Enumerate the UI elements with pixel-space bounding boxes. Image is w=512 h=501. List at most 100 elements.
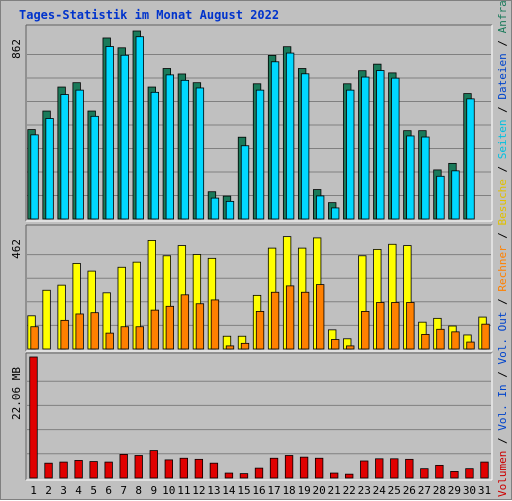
- x-tick-label: 28: [433, 484, 446, 497]
- bar-besuche-26: [406, 302, 415, 350]
- bar-besuche-31: [481, 323, 490, 350]
- bar-dateien-12: [195, 87, 205, 220]
- x-tick-label: 3: [60, 484, 67, 497]
- x-tick-label: 14: [222, 484, 236, 497]
- bar-volumen-22: [345, 473, 354, 479]
- bar-volumen-27: [420, 468, 429, 479]
- bar-volumen-1: [29, 356, 38, 479]
- legend-seiten: Seiten: [496, 119, 509, 159]
- bars: [27, 30, 490, 479]
- x-tick-label: 25: [388, 484, 401, 497]
- bar-dateien-23: [361, 76, 370, 220]
- legend-vol-out: Vol. Out: [496, 312, 509, 365]
- bar-dateien-24: [376, 70, 385, 220]
- x-tick-label: 20: [313, 484, 326, 497]
- bar-dateien-29: [451, 170, 460, 220]
- bar-volumen-9: [149, 450, 158, 479]
- bar-volumen-4: [74, 460, 83, 479]
- x-tick-label: 29: [448, 484, 461, 497]
- chart-title: Tages-Statistik im Monat August 2022: [19, 8, 280, 22]
- bar-dateien-6: [105, 46, 114, 220]
- bar-besuche-5: [90, 312, 99, 350]
- bar-dateien-30: [466, 98, 475, 220]
- bar-dateien-7: [120, 54, 129, 220]
- bar-dateien-11: [180, 79, 190, 220]
- bar-dateien-1: [30, 134, 39, 220]
- bar-dateien-25: [391, 77, 400, 220]
- bar-dateien-18: [285, 52, 295, 220]
- bar-besuche-12: [195, 303, 205, 350]
- bar-volumen-20: [314, 457, 324, 479]
- x-tick-label: 6: [105, 484, 112, 497]
- bar-dateien-20: [316, 195, 325, 220]
- bar-besuche-1: [30, 326, 39, 350]
- x-tick-label: 4: [75, 484, 82, 497]
- bar-besuche-22: [346, 345, 355, 350]
- bar-dateien-28: [436, 175, 445, 220]
- x-tick-label: 11: [177, 484, 190, 497]
- bar-dateien-2: [45, 118, 54, 220]
- bar-dateien-27: [421, 136, 430, 220]
- bar-volumen-21: [330, 472, 339, 479]
- bar-dateien-3: [60, 94, 69, 220]
- bar-volumen-24: [375, 458, 384, 479]
- bar-volumen-17: [269, 457, 279, 479]
- bar-besuche-20: [316, 284, 325, 350]
- bar-besuche-7: [120, 326, 129, 350]
- bar-volumen-3: [59, 461, 68, 479]
- x-tick-label: 1: [30, 484, 37, 497]
- bar-besuche-16: [255, 311, 265, 350]
- bar-dateien-5: [90, 115, 99, 220]
- bar-dateien-21: [331, 207, 340, 220]
- bar-volumen-11: [179, 457, 188, 479]
- bar-besuche-9: [150, 309, 159, 350]
- bar-volumen-18: [284, 455, 294, 479]
- bar-besuche-13: [210, 299, 220, 350]
- bar-volumen-13: [209, 462, 219, 479]
- x-tick-label: 26: [403, 484, 416, 497]
- x-tick-label: 27: [418, 484, 431, 497]
- bar-volumen-16: [254, 467, 264, 479]
- bar-besuche-17: [270, 291, 280, 350]
- x-tick-label: 19: [297, 484, 310, 497]
- legend-separator: /: [496, 100, 509, 120]
- legend-dateien: Dateien: [496, 53, 509, 99]
- x-tick-label: 16: [252, 484, 265, 497]
- bar-besuche-8: [135, 326, 144, 350]
- x-tick-label: 30: [463, 484, 476, 497]
- x-tick-label: 13: [207, 484, 220, 497]
- bar-volumen-23: [360, 460, 369, 479]
- x-tick-label: 8: [135, 484, 142, 497]
- legend-rechner: Rechner: [496, 245, 509, 292]
- bar-volumen-25: [390, 458, 399, 479]
- bar-besuche-15: [240, 342, 250, 350]
- bar-volumen-26: [405, 458, 414, 479]
- bar-besuche-30: [466, 341, 475, 350]
- x-tick-label: 7: [120, 484, 127, 497]
- bar-besuche-14: [225, 345, 235, 350]
- y-axis: 862 462 22.06 MB: [10, 39, 23, 420]
- x-axis: 1 2 3 4 5 6 7 8 9 10 11 12 13 14 15 16 17 18 19 20 21 22 23 24 2…: [30, 484, 491, 497]
- bar-volumen-12: [194, 458, 204, 479]
- bar-volumen-10: [164, 459, 173, 479]
- y-axis-max-label: 462: [10, 239, 23, 259]
- bar-besuche-29: [451, 331, 460, 350]
- bar-dateien-15: [240, 145, 250, 220]
- bar-volumen-8: [134, 455, 143, 479]
- bar-besuche-11: [180, 294, 190, 350]
- bar-volumen-28: [435, 464, 444, 479]
- bar-besuche-6: [105, 332, 114, 350]
- legend-besuche: Besuche: [496, 179, 509, 225]
- x-tick-label: 31: [478, 484, 491, 497]
- bar-dateien-13: [210, 197, 220, 220]
- bar-dateien-10: [165, 74, 175, 220]
- x-tick-label: 23: [358, 484, 371, 497]
- bar-dateien-26: [406, 135, 415, 220]
- bar-besuche-4: [75, 313, 84, 350]
- bar-dateien-19: [300, 73, 310, 220]
- bar-dateien-9: [150, 91, 159, 220]
- bar-dateien-17: [270, 61, 280, 220]
- bar-dateien-4: [75, 89, 84, 220]
- right-legend-text: Volumen / Vol. In / Vol. Out / Rechner /…: [496, 1, 509, 497]
